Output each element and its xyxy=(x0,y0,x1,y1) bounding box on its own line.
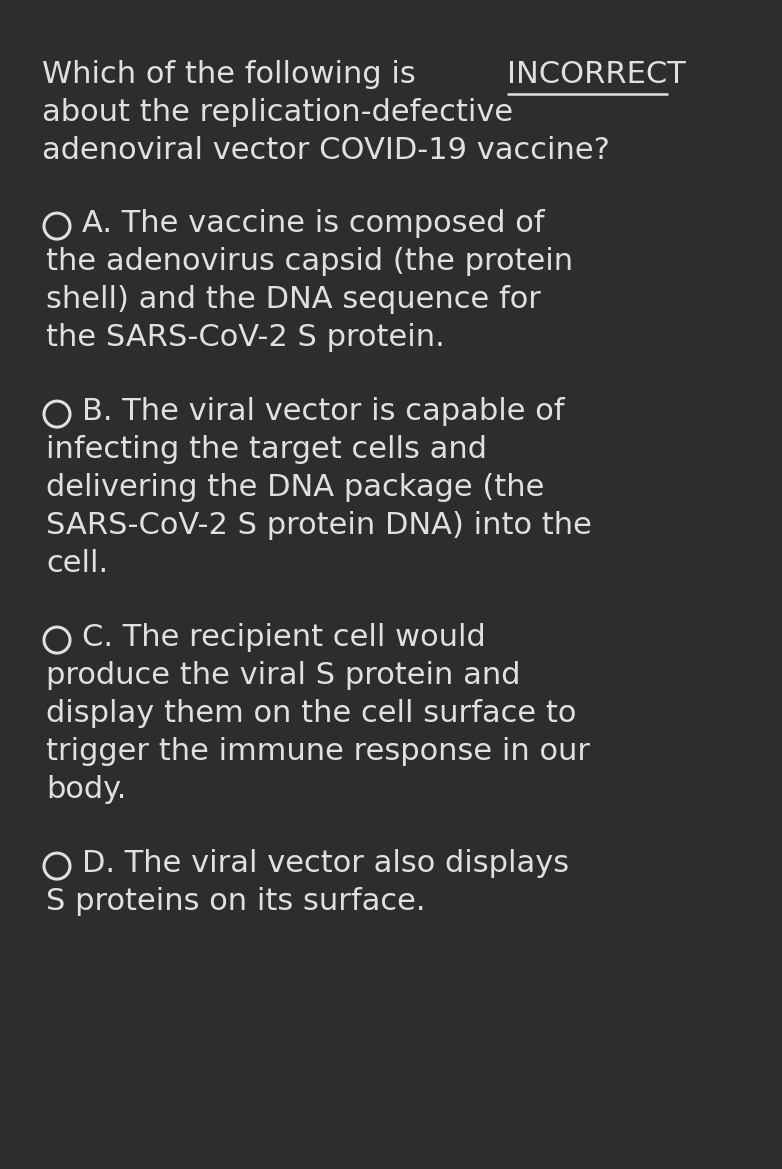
Text: C. The recipient cell would: C. The recipient cell would xyxy=(82,623,486,652)
Text: adenoviral vector COVID-19 vaccine?: adenoviral vector COVID-19 vaccine? xyxy=(42,136,610,165)
Text: Which of the following is: Which of the following is xyxy=(42,60,425,89)
Text: display them on the cell surface to: display them on the cell surface to xyxy=(46,699,576,728)
Text: A. The vaccine is composed of: A. The vaccine is composed of xyxy=(82,209,544,238)
Text: shell) and the DNA sequence for: shell) and the DNA sequence for xyxy=(46,285,541,314)
Text: SARS-CoV-2 S protein DNA) into the: SARS-CoV-2 S protein DNA) into the xyxy=(46,511,592,540)
Text: the SARS-CoV-2 S protein.: the SARS-CoV-2 S protein. xyxy=(46,323,445,352)
Text: body.: body. xyxy=(46,775,127,804)
Text: the adenovirus capsid (the protein: the adenovirus capsid (the protein xyxy=(46,247,573,276)
Text: INCORRECT: INCORRECT xyxy=(507,60,686,89)
Text: produce the viral S protein and: produce the viral S protein and xyxy=(46,660,521,690)
Text: S proteins on its surface.: S proteins on its surface. xyxy=(46,887,425,916)
Text: D. The viral vector also displays: D. The viral vector also displays xyxy=(82,849,569,878)
Text: trigger the immune response in our: trigger the immune response in our xyxy=(46,736,590,766)
Text: B. The viral vector is capable of: B. The viral vector is capable of xyxy=(82,397,565,426)
Text: cell.: cell. xyxy=(46,549,108,577)
Text: about the replication-defective: about the replication-defective xyxy=(42,98,513,127)
Text: delivering the DNA package (the: delivering the DNA package (the xyxy=(46,473,544,502)
Text: infecting the target cells and: infecting the target cells and xyxy=(46,435,487,464)
